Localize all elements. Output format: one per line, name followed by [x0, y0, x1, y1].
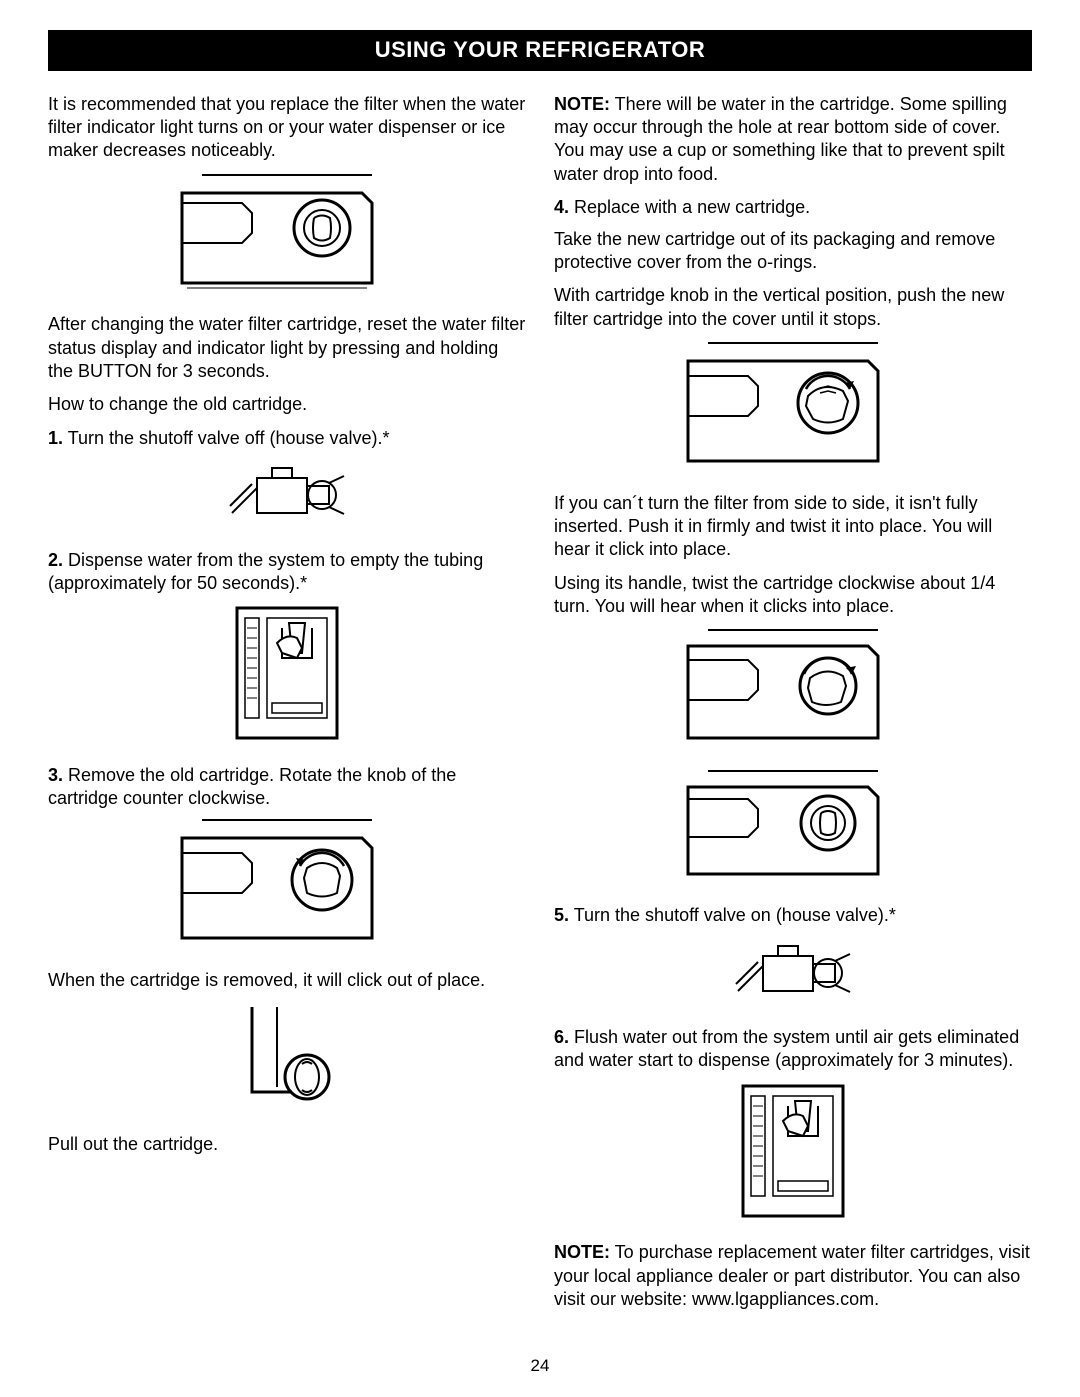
figure-valve-off [48, 458, 526, 534]
step-4-number: 4. [554, 197, 569, 217]
with-knob-text: With cartridge knob in the vertical posi… [554, 284, 1032, 331]
figure-valve-on [554, 936, 1032, 1012]
step-6: 6. Flush water out from the system until… [554, 1026, 1032, 1073]
figure-cartridge-out [48, 1002, 526, 1118]
step-4-text: Replace with a new cartridge. [569, 197, 810, 217]
figure-insert-cartridge [554, 341, 1032, 477]
two-column-layout: It is recommended that you replace the f… [48, 93, 1032, 1322]
note-2-text: To purchase replacement water filter car… [554, 1242, 1030, 1309]
cant-turn-text: If you can´t turn the filter from side t… [554, 492, 1032, 562]
take-new-text: Take the new cartridge out of its packag… [554, 228, 1032, 275]
page-number: 24 [0, 1355, 1080, 1377]
step-6-text: Flush water out from the system until ai… [554, 1027, 1019, 1070]
step-5-text: Turn the shutoff valve on (house valve).… [569, 905, 896, 925]
figure-filter-installed [554, 769, 1032, 890]
note-1-label: NOTE: [554, 94, 610, 114]
left-column: It is recommended that you replace the f… [48, 93, 526, 1322]
intro-text: It is recommended that you replace the f… [48, 93, 526, 163]
figure-dispenser [48, 603, 526, 749]
step-3: 3. Remove the old cartridge. Rotate the … [48, 764, 526, 811]
figure-flush-dispenser [554, 1081, 1032, 1227]
pullout-text: Pull out the cartridge. [48, 1133, 526, 1156]
note-1-text: There will be water in the cartridge. So… [554, 94, 1007, 184]
step-1: 1. Turn the shutoff valve off (house val… [48, 427, 526, 450]
figure-rotate-ccw [48, 818, 526, 954]
twist-text: Using its handle, twist the cartridge cl… [554, 572, 1032, 619]
right-column: NOTE: There will be water in the cartrid… [554, 93, 1032, 1322]
step-3-number: 3. [48, 765, 63, 785]
note-2-label: NOTE: [554, 1242, 610, 1262]
step-5-number: 5. [554, 905, 569, 925]
after-change-text: After changing the water filter cartridg… [48, 313, 526, 383]
step-2-number: 2. [48, 550, 63, 570]
step-6-number: 6. [554, 1027, 569, 1047]
figure-twist-cw [554, 628, 1032, 754]
step-2: 2. Dispense water from the system to emp… [48, 549, 526, 596]
step-4: 4. Replace with a new cartridge. [554, 196, 1032, 219]
step-3-text: Remove the old cartridge. Rotate the kno… [48, 765, 456, 808]
step-1-text: Turn the shutoff valve off (house valve)… [63, 428, 390, 448]
note-1: NOTE: There will be water in the cartrid… [554, 93, 1032, 187]
howto-heading: How to change the old cartridge. [48, 393, 526, 416]
figure-filter-housing [48, 173, 526, 299]
removed-text: When the cartridge is removed, it will c… [48, 969, 526, 992]
note-2: NOTE: To purchase replacement water filt… [554, 1241, 1032, 1311]
step-2-text: Dispense water from the system to empty … [48, 550, 483, 593]
step-1-number: 1. [48, 428, 63, 448]
section-header: USING YOUR REFRIGERATOR [48, 30, 1032, 71]
step-5: 5. Turn the shutoff valve on (house valv… [554, 904, 1032, 927]
